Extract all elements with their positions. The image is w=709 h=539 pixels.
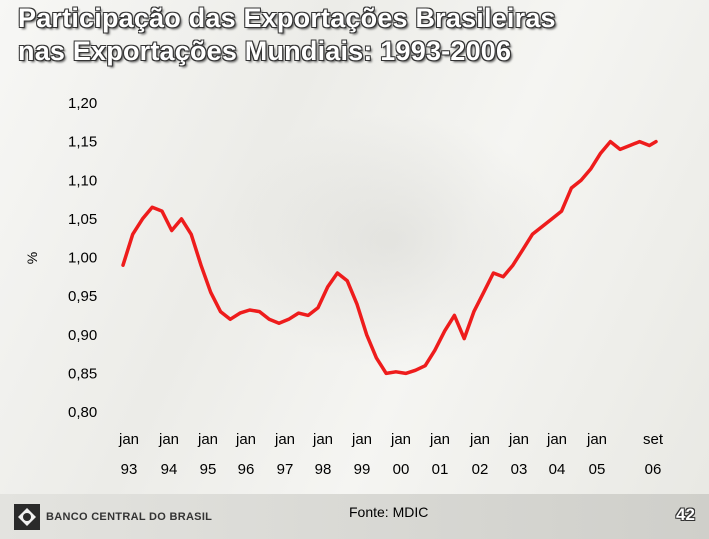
x-tick-year: 96 — [238, 461, 255, 478]
y-tick-label: 1,05 — [68, 211, 97, 228]
x-tick-year: 02 — [472, 461, 489, 478]
x-tick-year: 95 — [200, 461, 217, 478]
x-tick-year: 93 — [121, 461, 138, 478]
x-tick-month: set — [643, 431, 664, 448]
x-tick-month: jan — [197, 431, 218, 448]
x-tick-month: jan — [158, 431, 179, 448]
x-tick-month: jan — [351, 431, 372, 448]
x-tick-year: 06 — [645, 461, 662, 478]
x-tick-month: jan — [390, 431, 411, 448]
x-tick-year: 94 — [161, 461, 178, 478]
x-tick-month: jan — [546, 431, 567, 448]
bank-logo-icon — [14, 504, 40, 530]
y-axis-label: % — [24, 252, 40, 264]
x-tick-month: jan — [429, 431, 450, 448]
x-tick-year: 01 — [432, 461, 449, 478]
x-tick-month: jan — [235, 431, 256, 448]
x-tick-year: 99 — [354, 461, 371, 478]
y-tick-label: 0,95 — [68, 288, 97, 305]
page-number: 42 — [676, 505, 695, 524]
x-tick-year: 98 — [315, 461, 332, 478]
y-tick-label: 1,00 — [68, 250, 97, 267]
x-tick-month: jan — [312, 431, 333, 448]
x-tick-month: jan — [586, 431, 607, 448]
title-line-2: nas Exportações Mundiais: 1993-2006 — [18, 36, 512, 66]
x-tick-year: 97 — [277, 461, 294, 478]
x-tick-month: jan — [469, 431, 490, 448]
source-note: Fonte: MDIC — [349, 504, 429, 520]
x-tick-year: 00 — [393, 461, 410, 478]
x-tick-month: jan — [118, 431, 139, 448]
x-tick-month: jan — [508, 431, 529, 448]
y-tick-label: 0,80 — [68, 404, 97, 421]
y-tick-label: 1,10 — [68, 172, 97, 189]
y-tick-label: 1,15 — [68, 134, 97, 151]
x-tick-month: jan — [274, 431, 295, 448]
line-chart: 1,20 1,15 1,10 1,05 1,00 0,95 0,90 0,85 0,80% jan… — [24, 95, 664, 478]
logo: BANCO CENTRAL DO BRASIL — [14, 504, 212, 530]
x-tick-year: 03 — [511, 461, 528, 478]
y-tick-label: 1,20 — [68, 95, 97, 112]
series-line — [121, 139, 658, 376]
footer-band — [0, 494, 709, 539]
title-line-1: Participação das Exportações Brasileiras — [18, 3, 556, 33]
x-tick-year: 04 — [549, 461, 566, 478]
x-tick-year: 05 — [589, 461, 606, 478]
slide-title: Participação das Exportações Brasileiras… — [18, 2, 556, 68]
y-tick-label: 0,85 — [68, 365, 97, 382]
logo-text: BANCO CENTRAL DO BRASIL — [46, 511, 213, 523]
y-tick-label: 0,90 — [68, 327, 97, 344]
